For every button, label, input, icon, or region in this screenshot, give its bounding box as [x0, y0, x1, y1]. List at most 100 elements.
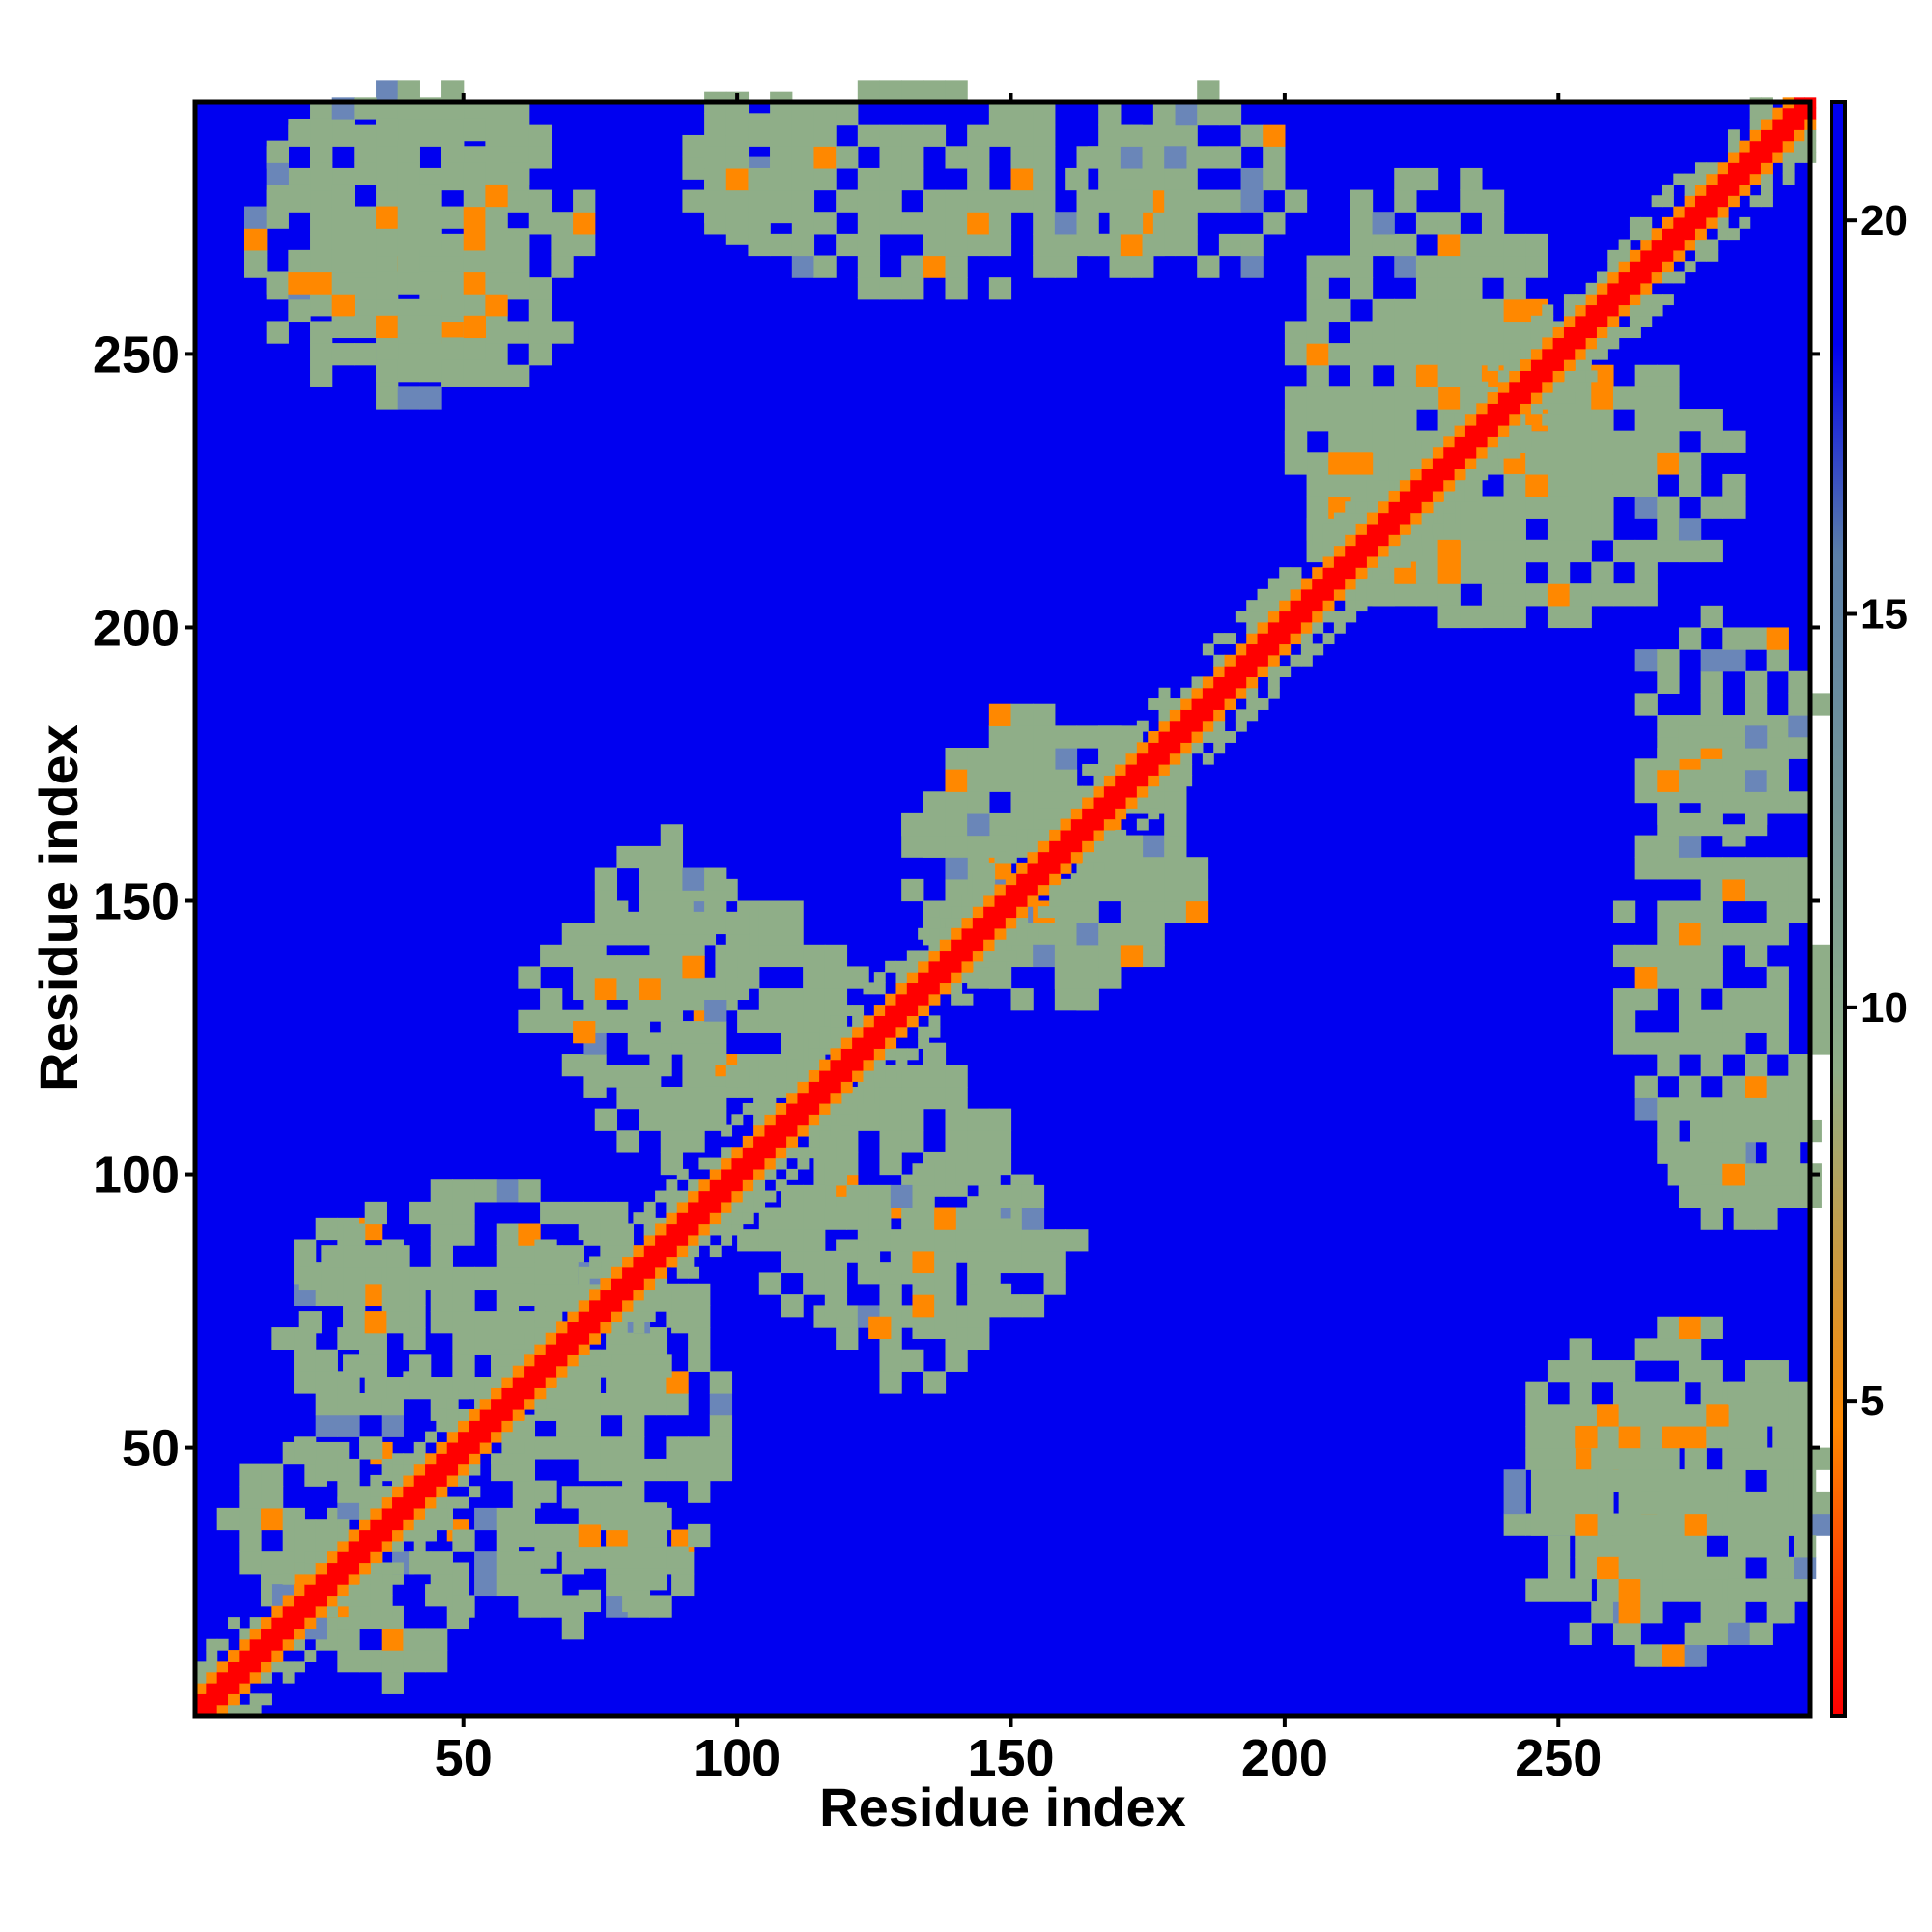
diagonal-cell	[972, 895, 984, 907]
diagonal-cell	[1487, 359, 1499, 371]
diagonal-cell	[983, 906, 996, 919]
diagonal-cell	[1552, 392, 1565, 404]
heatmap-cell	[1575, 1469, 1598, 1492]
diagonal-cell	[731, 1147, 744, 1159]
heatmap-cell	[441, 337, 465, 360]
heatmap-cell	[1700, 1054, 1723, 1077]
diagonal-cell	[1388, 490, 1401, 502]
heatmap-cell	[1700, 857, 1723, 880]
heatmap-cell	[496, 1573, 519, 1597]
diagonal-cell	[655, 1223, 668, 1236]
diagonal-cell	[1782, 107, 1795, 120]
diagonal-cell	[1509, 425, 1521, 437]
heatmap-cell	[1547, 561, 1571, 584]
diagonal-cell	[1476, 469, 1489, 481]
heatmap-cell	[266, 271, 289, 295]
diagonal-cell	[840, 1048, 853, 1061]
diagonal-cell	[885, 993, 897, 1006]
diagonal-cell	[863, 1048, 875, 1061]
diagonal-cell	[1454, 469, 1466, 481]
diagonal-cell	[1180, 687, 1193, 699]
heatmap-cell	[1612, 900, 1636, 923]
diagonal-cell	[282, 1628, 295, 1640]
diagonal-cell	[1464, 479, 1477, 492]
heatmap-cell	[1552, 1425, 1576, 1449]
heatmap-cell	[1552, 1447, 1576, 1470]
heatmap-cell	[463, 228, 486, 251]
heatmap-cell	[452, 1179, 475, 1203]
diagonal-cell	[1760, 129, 1773, 142]
diagonal-cell	[359, 1496, 371, 1509]
heatmap-cell	[573, 955, 596, 979]
heatmap-cell	[1010, 146, 1034, 169]
diagonal-cell	[1749, 173, 1762, 185]
heatmap-cell	[261, 1463, 284, 1487]
heatmap-cell	[1076, 988, 1099, 1011]
heatmap-cell	[1684, 1447, 1707, 1470]
heatmap-cell	[1612, 1535, 1636, 1558]
heatmap-cell	[616, 977, 639, 1001]
diagonal-cell	[1037, 851, 1050, 864]
heatmap-cell	[1054, 255, 1078, 278]
diagonal-cell	[676, 1201, 689, 1213]
heatmap-cell	[781, 1207, 804, 1230]
diagonal-cell	[1509, 392, 1521, 404]
heatmap-cell	[1098, 944, 1122, 968]
heatmap-cell	[376, 167, 399, 191]
diagonal-cell	[698, 1201, 711, 1213]
diagonal-cell	[840, 1005, 853, 1016]
diagonal-cell	[1684, 239, 1696, 251]
diagonal-cell	[709, 1179, 722, 1192]
diagonal-cell	[939, 972, 952, 984]
heatmap-cell	[967, 748, 990, 771]
heatmap-cell	[364, 1311, 387, 1334]
diagonal-cell	[1037, 840, 1050, 853]
heatmap-cell	[643, 1393, 668, 1416]
heatmap-cell	[1766, 1119, 1789, 1143]
heatmap-cell	[1575, 1513, 1598, 1536]
diagonal-cell	[1027, 927, 1039, 940]
heatmap-cell	[1284, 452, 1308, 475]
diagonal-cell	[1782, 151, 1795, 163]
diagonal-cell	[1202, 731, 1214, 743]
heatmap-cell	[1481, 518, 1505, 541]
diagonal-cell	[1607, 249, 1620, 262]
heatmap-cell	[660, 1021, 684, 1044]
heatmap-cell	[725, 1065, 750, 1088]
heatmap-cell	[1722, 1141, 1746, 1164]
diagonal-cell	[1180, 698, 1193, 710]
diagonal-cell	[994, 906, 1007, 919]
diagonal-cell	[469, 1441, 481, 1454]
heatmap-cell	[1700, 649, 1723, 672]
diagonal-cell	[643, 1256, 656, 1268]
diagonal-cell	[315, 1573, 327, 1585]
diagonal-cell	[688, 1223, 700, 1236]
diagonal-cell	[1333, 578, 1346, 590]
heatmap-cell	[354, 277, 377, 300]
diagonal-cell	[567, 1311, 580, 1323]
diagonal-cell	[271, 1661, 284, 1673]
diagonal-cell	[873, 1015, 886, 1028]
diagonal-cell	[1158, 742, 1171, 754]
heatmap-cell	[704, 167, 727, 191]
heatmap-cell	[1010, 189, 1034, 213]
diagonal-cell	[1027, 862, 1039, 874]
heatmap-cell	[528, 189, 553, 213]
diagonal-cell	[611, 1289, 623, 1301]
heatmap-cell	[534, 1546, 557, 1569]
heatmap-cell	[1618, 1601, 1641, 1624]
diagonal-cell	[1727, 184, 1740, 196]
heatmap-cell	[1634, 386, 1658, 410]
diagonal-cell	[808, 1147, 820, 1159]
heatmap-cell	[901, 1130, 924, 1153]
diagonal-cell	[1760, 195, 1773, 208]
heatmap-cell	[1164, 146, 1187, 169]
heatmap-cell	[1569, 1404, 1592, 1427]
heatmap-cell	[1657, 857, 1680, 880]
diagonal-cell	[491, 1408, 502, 1421]
diagonal-cell	[775, 1157, 787, 1170]
diagonal-cell	[873, 1037, 886, 1049]
diagonal-cell	[1257, 698, 1269, 710]
diagonal-cell	[885, 1037, 897, 1049]
heatmap-cell	[1460, 233, 1483, 257]
